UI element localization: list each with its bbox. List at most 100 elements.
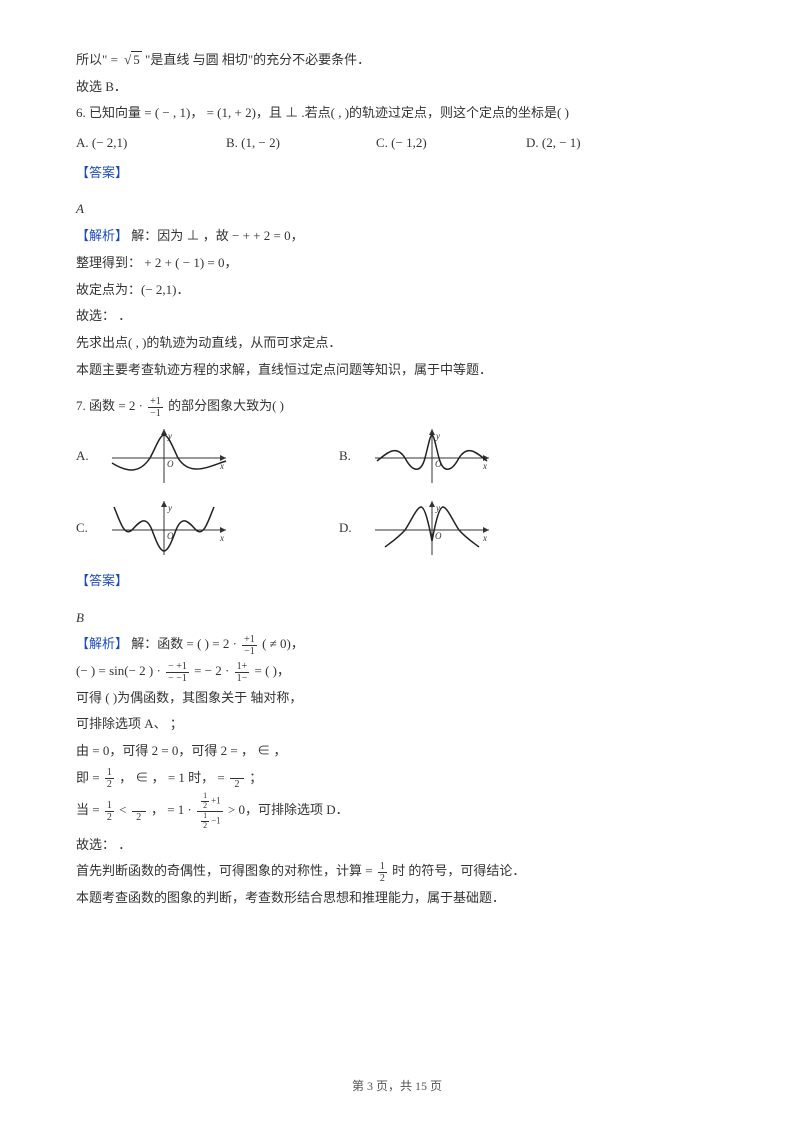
svg-text:O: O (435, 531, 442, 541)
q7-l1-post: ( ≠ 0)， (262, 636, 304, 651)
page-footer: 第 3 页，共 15 页 (0, 1075, 794, 1098)
q7-l7-bigfrac: 1 2 +1 1 2 −1 (197, 792, 223, 830)
q7-l6-half2: 2 (230, 767, 244, 790)
q7-l2-f2: 1+ 1− (235, 661, 250, 684)
q7-l6-half-num: 1 (105, 767, 114, 779)
q6-choices: A. (− 2,1) B. (1, − 2) C. (− 1,2) D. (2,… (76, 131, 718, 156)
q7-l7a-den: 2 (105, 812, 114, 823)
q6-choice-b: B. (1, − 2) (226, 131, 336, 156)
q7-l6-h2-den: 2 (230, 779, 244, 790)
q7-a-l7: 当 = 1 2 < 2 ， = 1 · 1 2 +1 1 2 −1 > 0，可排… (76, 792, 718, 830)
q7-l7-bd-b: 2 (201, 822, 209, 831)
q7-l6-half-den: 2 (105, 779, 114, 790)
q7-answer-label: 【答案】 (76, 569, 718, 594)
svg-text:x: x (482, 461, 487, 471)
q6-answer-letter: A (76, 197, 718, 222)
q7-stem-frac-den: −1 (148, 408, 163, 419)
q7-stem-frac: +1 −1 (148, 396, 163, 419)
q7-l7b-num (132, 800, 146, 812)
q7-l7-bn-b: 2 (201, 802, 209, 811)
q7-l6-pre: 即 = (76, 770, 103, 785)
q6-a-l5: 本题主要考查轨迹方程的求解，直线恒过定点问题等知识，属于中等题． (76, 358, 718, 383)
q6-stem: 6. 已知向量 = ( − , 1)， = (1, + 2)，且 ⊥ .若点( … (76, 101, 718, 126)
q7-l2-mid: = − 2 · (194, 663, 233, 678)
graph-b: y x O (367, 425, 497, 487)
q7-l1-frac-num: +1 (242, 634, 257, 646)
q7-l9-half-den: 2 (378, 873, 387, 884)
q7-stem-post: 的部分图象大致为( ) (168, 398, 284, 413)
q7-l2-f2-den: 1− (235, 673, 250, 684)
q6-answer-label: 【答案】 (76, 161, 718, 186)
q7-graph-row-2: C. y x O D. y x O (76, 497, 718, 559)
q6-choice-a: A. (− 2,1) (76, 131, 186, 156)
q7-a-l8: 故选： ． (76, 833, 718, 858)
q7-opt-a: A. y x O (76, 425, 234, 487)
q7-stem: 7. 函数 = 2 · +1 −1 的部分图象大致为( ) (76, 394, 718, 419)
q7-l7-big-den: 1 2 −1 (197, 812, 223, 831)
q6-analysis-line-0: 【解析】 解：因为 ⊥ ，故 − + + 2 = 0， (76, 224, 718, 249)
q6-analysis-label: 【解析】 (76, 228, 128, 243)
sqrt5-body: 5 (131, 51, 142, 67)
q7-graph-row-1: A. y x O B. y x O (76, 425, 718, 487)
q7-a-l3: 可得 ( )为偶函数，其图象关于 轴对称， (76, 686, 718, 711)
q7-l2-f2-num: 1+ (235, 661, 250, 673)
intro-line-1: 所以" = 5 "是直线 与圆 相切"的充分不必要条件． (76, 48, 718, 73)
q7-letter-b: B. (339, 444, 357, 469)
svg-text:y: y (167, 503, 172, 513)
q7-l2-f1: − +1 − −1 (166, 661, 189, 684)
q7-a-l9: 首先判断函数的奇偶性，可得图象的对称性，计算 = 1 2 时 的符号，可得结论． (76, 859, 718, 884)
q7-l7-mid1: < (119, 803, 130, 818)
q7-l7-half-a: 1 2 (105, 800, 114, 823)
sqrt5: 5 (121, 48, 142, 73)
q7-l1-frac-den: −1 (242, 646, 257, 657)
q7-letter-d: D. (339, 516, 357, 541)
q7-l7-half-b: 2 (132, 800, 146, 823)
q6-a-l3: 故选： ． (76, 304, 718, 329)
q7-opt-c: C. y x O (76, 497, 234, 559)
q6-a-l2: 故定点为：(− 2,1)． (76, 278, 718, 303)
graph-d: y x O (367, 497, 497, 559)
q7-opt-b: B. y x O (339, 425, 497, 487)
q7-opt-d: D. y x O (339, 497, 497, 559)
intro-1a: 所以" (76, 52, 107, 67)
q7-stem-frac-num: +1 (148, 396, 163, 408)
q7-stem-pre: 7. 函数 = 2 · (76, 398, 146, 413)
graph-c: y x O (104, 497, 234, 559)
q7-a-l2: (− ) = sin(− 2 ) · − +1 − −1 = − 2 · 1+ … (76, 659, 718, 684)
q7-answer-letter: B (76, 606, 718, 631)
q6-a-l4: 先求出点( , )的轨迹为动直线，从而可求定点． (76, 331, 718, 356)
q7-l7-mid2: ， = 1 · (151, 803, 195, 818)
q7-l1-frac: +1 −1 (242, 634, 257, 657)
q7-a-l6: 即 = 1 2 ， ∈ ， = 1 时， = 2 ； (76, 766, 718, 791)
q7-a-l4: 可排除选项 A、 ； (76, 712, 718, 737)
q6-a-l1: 整理得到： + 2 + ( − 1) = 0， (76, 251, 718, 276)
q7-l7b-den: 2 (132, 812, 146, 823)
q7-l2-pre: (− ) = sin(− 2 ) · (76, 663, 164, 678)
q7-l6-post: ； (249, 770, 262, 785)
q7-a-l1: 【解析】 解：函数 = ( ) = 2 · +1 −1 ( ≠ 0)， (76, 632, 718, 657)
q7-l7a-num: 1 (105, 800, 114, 812)
intro-1c: "是直线 与圆 相切"的充分不必要条件． (145, 52, 370, 67)
q7-l6-h2-num (230, 767, 244, 779)
q7-a-l5: 由 = 0，可得 2 = 0，可得 2 = ， ∈ ， (76, 739, 718, 764)
q7-l6-half: 1 2 (105, 767, 114, 790)
q7-l7-big-num: 1 2 +1 (197, 792, 223, 812)
svg-text:x: x (219, 533, 224, 543)
q7-l6-mid: ， ∈ ， = 1 时， = (119, 770, 228, 785)
svg-text:x: x (482, 533, 487, 543)
intro-1b: = (111, 52, 122, 67)
q6-choice-d: D. (2, − 1) (526, 131, 636, 156)
graph-a: y x O (104, 425, 234, 487)
q7-l1-pre: 解：函数 = ( ) = 2 · (131, 636, 240, 651)
q7-l9-half-num: 1 (378, 861, 387, 873)
q6-a-l0: 解：因为 ⊥ ，故 − + + 2 = 0， (131, 228, 303, 243)
q7-letter-c: C. (76, 516, 94, 541)
q7-l9-post: 时 的符号，可得结论． (392, 863, 525, 878)
q6-choice-c: C. (− 1,2) (376, 131, 486, 156)
q7-letter-a: A. (76, 444, 94, 469)
intro-line-2: 故选 B． (76, 75, 718, 100)
svg-text:y: y (435, 431, 440, 441)
q7-l7-pre: 当 = (76, 803, 103, 818)
q7-a-l10: 本题考查函数的图象的判断，考查数形结合思想和推理能力，属于基础题． (76, 886, 718, 911)
q7-l2-f1-den: − −1 (166, 673, 189, 684)
